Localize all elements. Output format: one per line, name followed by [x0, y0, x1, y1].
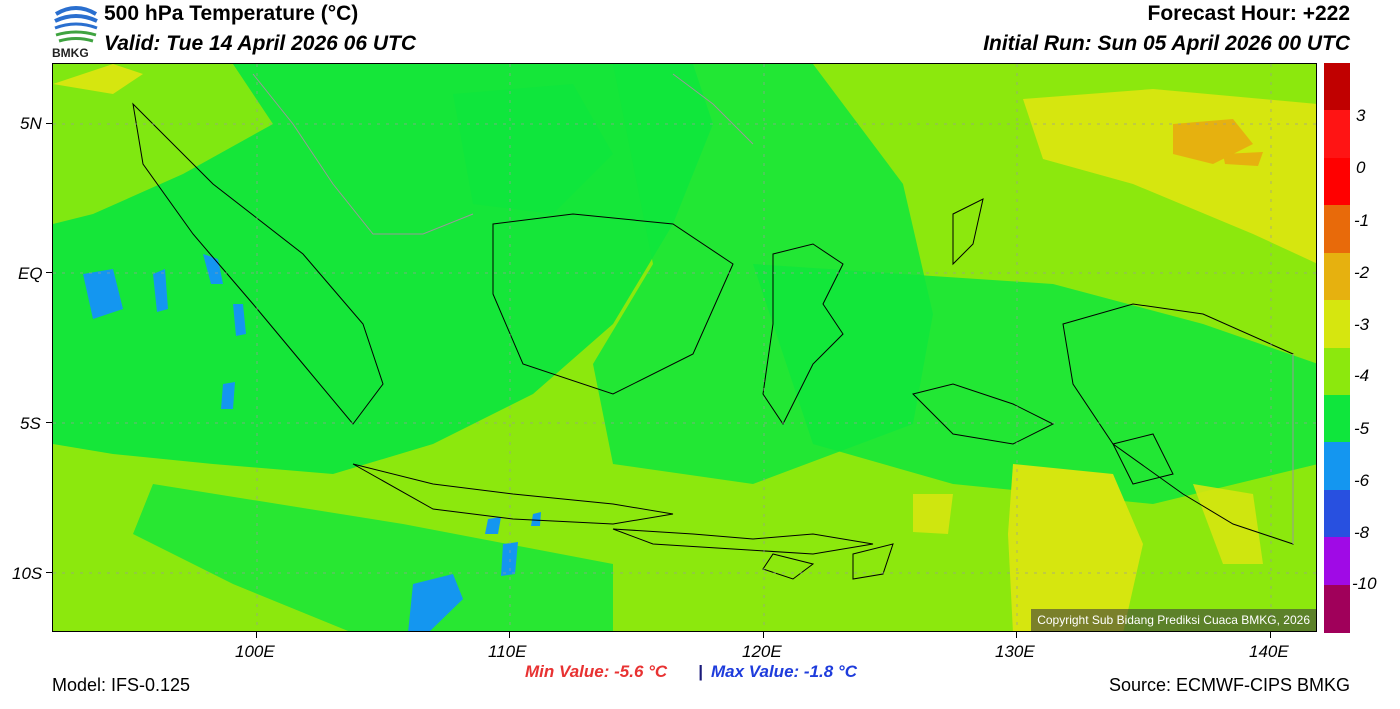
minmax-separator: | [698, 662, 703, 681]
colorbar-segment [1324, 157, 1350, 206]
lon-label-140e: 140E [1249, 642, 1289, 661]
lon-label-100e: 100E [235, 642, 275, 661]
temperature-map[interactable]: Copyright Sub Bidang Prediksi Cuaca BMKG… [52, 63, 1317, 632]
colorbar-label-m6: -6 [1354, 471, 1370, 490]
colorbar-segment [1324, 442, 1350, 491]
initial-run: Initial Run: Sun 05 April 2026 00 UTC [983, 32, 1350, 55]
lat-label-10s: 10S [12, 564, 43, 583]
colorbar-segment [1324, 300, 1350, 349]
min-value: Min Value: -5.6 °C [525, 662, 668, 681]
lon-label-120e: 120E [742, 642, 782, 661]
colorbar-segment [1324, 63, 1350, 111]
lon-label-110e: 110E [488, 642, 527, 661]
colorbar-segment [1324, 110, 1350, 159]
colorbar-label-m2: -2 [1354, 263, 1370, 282]
lat-label-5n: 5N [20, 114, 42, 133]
lat-label-5s: 5S [20, 414, 41, 433]
colorbar-segment [1324, 537, 1350, 586]
valid-time: Valid: Tue 14 April 2026 06 UTC [104, 32, 417, 55]
colorbar-label-m10: -10 [1352, 574, 1377, 593]
colorbar-segment [1324, 489, 1350, 538]
colorbar-label-m3: -3 [1354, 315, 1370, 334]
colorbar-label-3: 3 [1356, 106, 1366, 125]
colorbar [1324, 63, 1350, 633]
lat-label-eq: EQ [18, 264, 43, 283]
forecast-hour: Forecast Hour: +222 [1147, 2, 1351, 25]
colorbar-segment [1324, 205, 1350, 254]
colorbar-label-m5: -5 [1354, 419, 1370, 438]
map-title: 500 hPa Temperature (°C) [104, 2, 359, 25]
copyright-notice: Copyright Sub Bidang Prediksi Cuaca BMKG… [1031, 609, 1316, 631]
colorbar-segment [1324, 584, 1350, 633]
colorbar-label-m4: -4 [1354, 366, 1370, 385]
colorbar-segment [1324, 252, 1350, 301]
bmkg-logo: BMKG [52, 2, 100, 60]
source-label: Source: ECMWF-CIPS BMKG [1108, 675, 1350, 695]
lon-label-130e: 130E [995, 642, 1035, 661]
temperature-field [53, 64, 1316, 631]
max-value: Max Value: -1.8 °C [711, 662, 857, 681]
bmkg-logo-icon [54, 4, 98, 43]
model-label: Model: IFS-0.125 [52, 675, 191, 695]
colorbar-segment [1324, 347, 1350, 396]
colorbar-segment [1324, 394, 1350, 443]
colorbar-label-0: 0 [1356, 158, 1366, 177]
logo-text: BMKG [52, 46, 89, 60]
colorbar-label-m8: -8 [1354, 523, 1370, 542]
colorbar-label-m1: -1 [1354, 211, 1370, 230]
